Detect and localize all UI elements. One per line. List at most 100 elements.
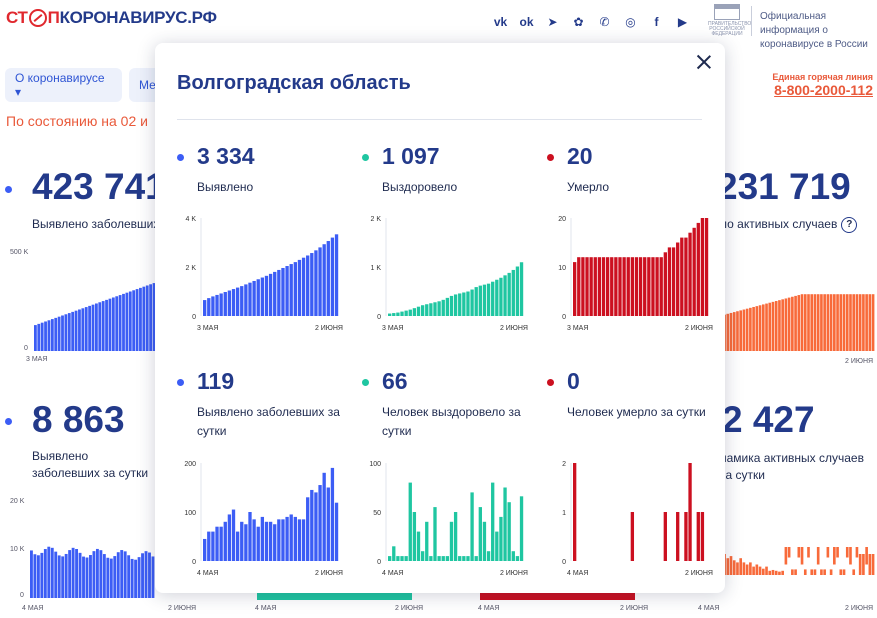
chart-bar [289, 514, 293, 561]
chart-bar [466, 556, 470, 561]
axis-date-label: 2 ИЮНЯ [620, 605, 649, 612]
vk-icon[interactable]: vk [493, 14, 508, 29]
y-tick-label: 0 [377, 559, 381, 566]
chart-bar [215, 294, 219, 316]
chart-bar [416, 531, 421, 561]
y-tick-label: 0 [562, 314, 566, 321]
mini-chart: 0 10 20 3 МАЯ 2 ИЮНЯ [558, 216, 713, 332]
chart-bar [211, 296, 215, 316]
chart-bar [215, 526, 219, 561]
chart-bar [252, 519, 256, 561]
bg-chart-bar [794, 569, 797, 575]
bg-active-dynamics-chart [720, 545, 875, 575]
bg-chart-bar [778, 571, 781, 575]
chart-bar [499, 277, 503, 316]
gov-emblem: ПРАВИТЕЛЬСТВО РОССИЙСКОЙ ФЕДЕРАЦИИ [708, 4, 751, 37]
nav-about-dropdown[interactable]: О коронавирусе ▾ [5, 68, 122, 102]
site-logo[interactable]: СТ П КОРОНАВИРУС.РФ [6, 8, 217, 28]
chart-bar [260, 277, 265, 316]
bg-chart-bar [791, 296, 794, 351]
bg-chart-bar [794, 295, 797, 351]
chart-bar [441, 299, 445, 316]
bg-chart-bar [99, 550, 103, 598]
chart-bar [240, 521, 244, 561]
bg-chart-bar [761, 568, 765, 575]
chart-bar [511, 269, 515, 316]
bg-chart-bar [842, 294, 846, 351]
logo-part-2: П [47, 8, 60, 27]
bg-chart-bar [33, 554, 37, 598]
bg-chart-bar [752, 306, 755, 351]
bg-chart-bar [64, 314, 68, 351]
bg-chart-bar [807, 547, 810, 558]
chart-bar [396, 556, 400, 561]
chart-bar [605, 257, 610, 316]
bg-chart-bar [729, 556, 733, 575]
hotline: Единая горячая линия 8-800-2000-112 [772, 72, 873, 98]
chart-bar [458, 556, 462, 561]
x-end-label: 2 ИЮНЯ [315, 325, 343, 332]
stat-value: 119 [197, 368, 235, 394]
chart-bar [223, 521, 227, 561]
chart-bar [268, 273, 273, 316]
chart-bar [223, 291, 227, 316]
bg-chart-bar [774, 570, 778, 575]
viber-icon[interactable]: ✆ [599, 14, 610, 29]
chart-bar [235, 531, 240, 561]
chart-bar [425, 304, 429, 316]
y-tick-label: 4 K [185, 216, 196, 223]
hotline-number-link[interactable]: 8-800-2000-112 [774, 82, 873, 98]
chart-bar [453, 512, 458, 561]
bg-chart-bar [736, 311, 739, 351]
x-start-label: 3 МАЯ [197, 325, 218, 332]
bg-chart-bar [858, 294, 862, 351]
chart-bar [630, 512, 635, 561]
bg-chart-bar [95, 303, 98, 351]
cloud-icon[interactable]: ✿ [573, 14, 584, 29]
youtube-icon[interactable]: ▶ [677, 14, 688, 29]
chart-bar [400, 556, 404, 561]
help-icon[interactable]: ? [841, 216, 858, 233]
chart-bar [318, 485, 322, 561]
odnoklassniki-icon[interactable]: ok [519, 14, 534, 29]
axis-date-label: 2 ИЮНЯ [845, 605, 874, 612]
chart-bar [285, 516, 289, 561]
chart-bar [264, 275, 269, 316]
bg-chart-bar [826, 547, 830, 558]
bg-chart-bar [816, 547, 820, 565]
telegram-icon[interactable]: ➤ [547, 14, 558, 29]
chart-bar [667, 247, 672, 316]
chart-bar [462, 556, 466, 561]
chart-bar [655, 257, 659, 316]
chart-bar [420, 305, 425, 316]
bg-chart-bar [797, 295, 801, 351]
stat-value: 1 097 [382, 143, 440, 169]
bg-chart-bar [67, 313, 71, 351]
chart-bar [671, 247, 676, 316]
bg-chart-bar [784, 547, 788, 565]
mini-chart: 0 100 200 4 МАЯ 2 ИЮНЯ [184, 461, 343, 577]
bg-chart-bar [40, 322, 44, 351]
chart-bar [285, 266, 289, 316]
bg-chart-bar [845, 547, 849, 558]
axis-date-label: 4 МАЯ [698, 605, 720, 612]
y-tick-label: 0 [192, 314, 196, 321]
chart-bar [408, 309, 412, 316]
chart-bar [293, 262, 297, 316]
bg-chart-bar [813, 569, 817, 575]
total-cases-label: Выявлено заболевших [32, 217, 160, 231]
close-icon[interactable] [695, 53, 713, 71]
chart-bar [474, 287, 478, 316]
facebook-icon[interactable]: f [654, 14, 659, 29]
chart-bar [412, 308, 417, 316]
axis-label: 500 K [10, 249, 29, 256]
bg-chart-bar [101, 301, 105, 351]
chart-bar [392, 546, 396, 561]
chart-bar [388, 556, 392, 561]
gov-info-link[interactable]: Официальная информация о коронавирусе в … [760, 11, 868, 50]
logo-part-3: КОРОНАВИРУС.РФ [59, 8, 217, 27]
bg-chart-bar [125, 292, 129, 351]
bg-chart-bar [849, 294, 852, 351]
instagram-icon[interactable]: ◎ [625, 14, 636, 29]
